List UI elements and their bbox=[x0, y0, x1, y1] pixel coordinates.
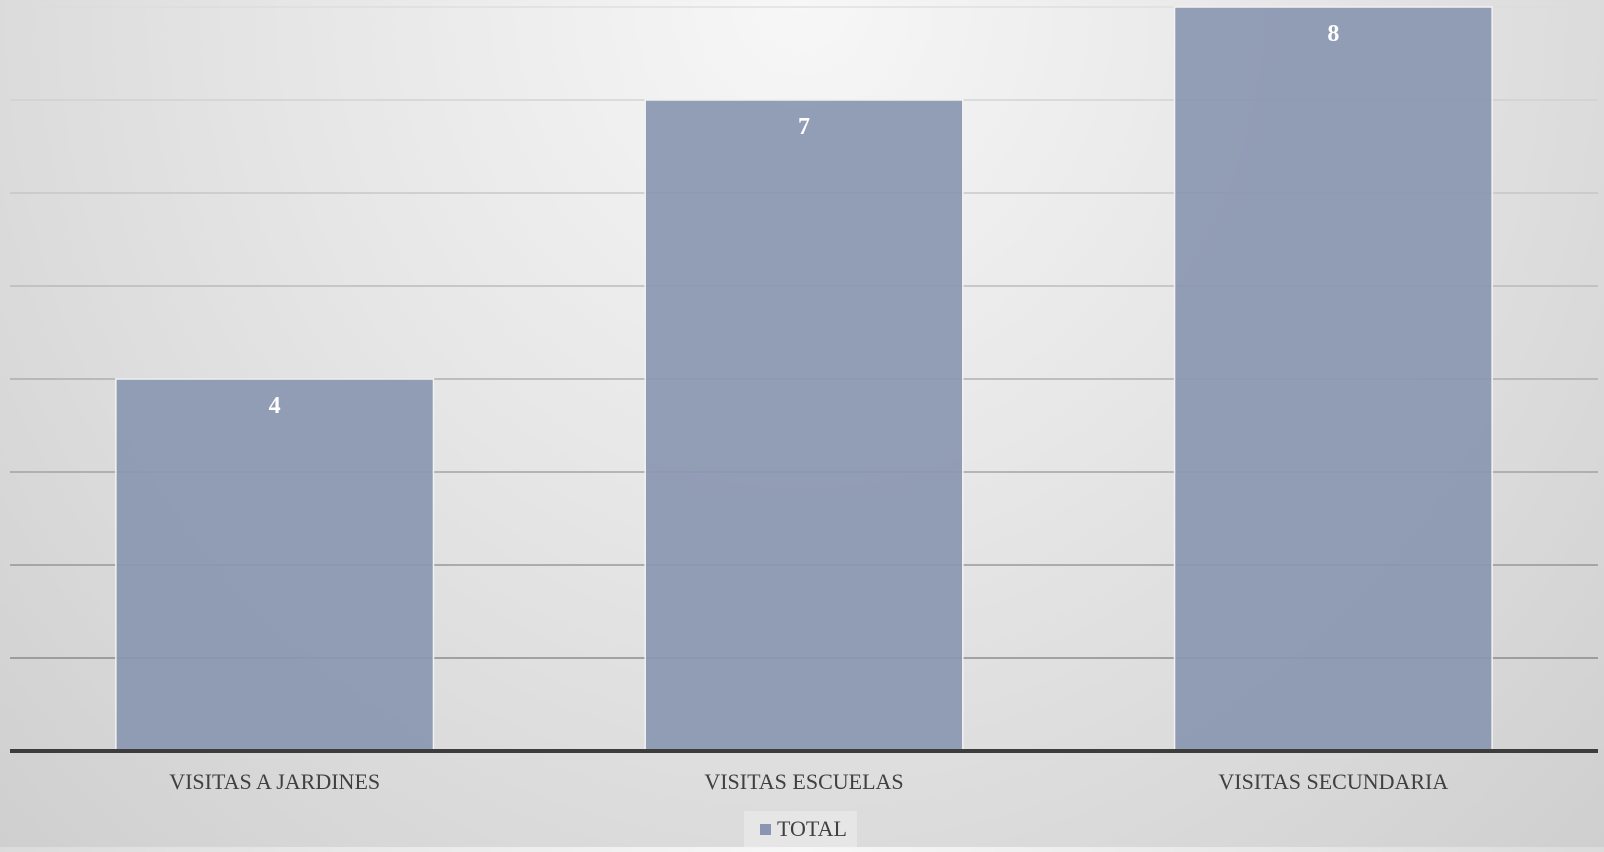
bar-2 bbox=[644, 99, 964, 752]
legend-swatch bbox=[760, 823, 771, 835]
x-tick-label-1: VISITAS A JARDINES bbox=[169, 769, 380, 794]
x-tick-labels: VISITAS A JARDINES VISITAS ESCUELAS VISITA… bbox=[169, 769, 1448, 794]
x-tick-label-2: VISITAS ESCUELAS bbox=[704, 769, 903, 794]
bar-1 bbox=[115, 378, 435, 752]
legend-label-total: TOTAL bbox=[777, 816, 847, 841]
bar-3 bbox=[1173, 6, 1493, 752]
data-labels: 4 7 8 bbox=[269, 21, 1340, 419]
x-tick-label-3: VISITAS SECUNDARIA bbox=[1218, 769, 1448, 794]
data-label-2: 7 bbox=[798, 114, 810, 140]
data-label-1: 4 bbox=[269, 393, 281, 419]
data-label-3: 8 bbox=[1327, 21, 1339, 47]
bars bbox=[115, 6, 1493, 752]
legend: TOTAL bbox=[744, 811, 857, 847]
